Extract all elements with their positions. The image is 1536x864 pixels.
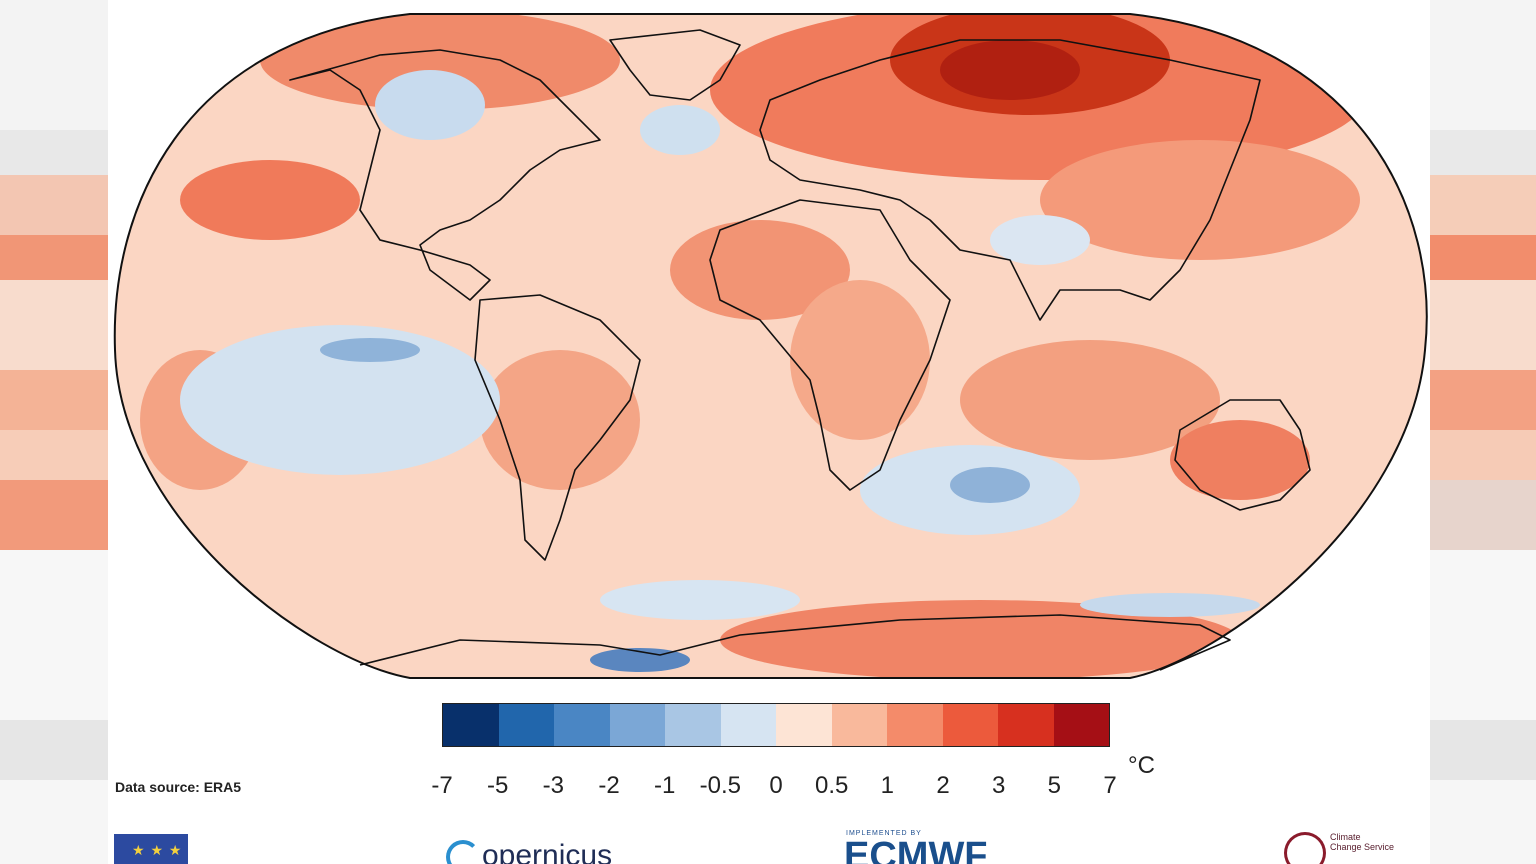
colorbar-tick: 1 xyxy=(880,772,895,799)
colorbar-swatch xyxy=(942,704,998,746)
colorbar-swatch xyxy=(776,704,832,746)
colorbar-swatch xyxy=(554,704,610,746)
anomaly-indian-ocean xyxy=(960,340,1220,460)
left-blurred-margin xyxy=(0,0,108,864)
colorbar-tick: 3 xyxy=(991,772,1006,799)
anomaly-east-pacific-cold xyxy=(320,338,420,362)
colorbar-swatch xyxy=(498,704,554,746)
c3s-logo: Climate Change Service xyxy=(1284,824,1424,864)
copernicus-wordmark: opernicus xyxy=(482,838,613,864)
c3s-line1: Climate xyxy=(1330,832,1361,842)
coast-greenland xyxy=(609,29,741,101)
right-blurred-margin xyxy=(1430,0,1536,864)
colorbar-tick: -3 xyxy=(542,772,564,799)
colorbar-tick: -5 xyxy=(486,772,509,799)
colorbar-swatch xyxy=(998,704,1054,746)
colorbar-swatch xyxy=(1053,704,1109,746)
anomaly-siberia-core xyxy=(940,40,1080,100)
colorbar-tick: 0 xyxy=(769,772,783,799)
anomaly-canadian-arctic xyxy=(260,14,620,110)
colorbar-swatch xyxy=(443,704,499,746)
copernicus-ring-icon xyxy=(446,840,480,864)
coast-africa xyxy=(709,199,951,491)
ecmwf-logo: IMPLEMENTED BY ECMWF xyxy=(844,824,1054,864)
anomaly-east-pacific-cool xyxy=(180,325,500,475)
c3s-mark-icon xyxy=(1284,832,1326,864)
eu-flag-icon xyxy=(114,834,188,864)
anomaly-antarctica-east xyxy=(720,600,1240,678)
anomaly-north-pacific xyxy=(180,160,360,240)
coast-australia xyxy=(1174,399,1311,511)
colorbar-swatch xyxy=(831,704,887,746)
coast-south-america xyxy=(474,294,641,561)
c3s-line2: Change Service xyxy=(1330,842,1395,852)
anomaly-hudson-cool xyxy=(375,70,485,140)
ecmwf-implemented-by: IMPLEMENTED BY xyxy=(846,830,922,837)
ecmwf-wordmark: ECMWF xyxy=(844,835,988,864)
colorbar-swatch xyxy=(609,704,665,746)
anomaly-world-map xyxy=(113,13,1428,679)
anomaly-south-america xyxy=(480,350,640,490)
eu-stars-icon: ★ ★ ★ xyxy=(132,842,183,858)
colorbar-tick: -2 xyxy=(598,772,620,799)
anomaly-south-indian-cold xyxy=(950,467,1030,503)
anomaly-north-atlantic-cool xyxy=(640,105,720,155)
colorbar-tick: 7 xyxy=(1103,772,1117,799)
anomaly-southern-ocean-cool xyxy=(1080,593,1260,617)
logo-strip: ★ ★ ★ opernicus IMPLEMENTED BY ECMWF Cli… xyxy=(108,820,1430,864)
eu-logo: ★ ★ ★ xyxy=(114,830,204,864)
coast-north-america xyxy=(289,49,601,301)
anomaly-australia xyxy=(1170,420,1310,500)
colorbar-tick: 2 xyxy=(936,772,950,799)
data-source-label: Data source: ERA5 xyxy=(115,779,242,795)
colorbar-tick: 5 xyxy=(1047,772,1062,799)
colorbar-tick-labels: -7 -5 -3 -2 -1 -0.5 0 0.5 1 2 3 5 7 xyxy=(431,772,1116,802)
colorbar-unit: °C xyxy=(1128,752,1155,779)
anomaly-east-asia xyxy=(1040,140,1360,260)
colorbar-tick: -0.5 xyxy=(699,772,742,799)
anomaly-central-asia-cool xyxy=(990,215,1090,265)
map-boundary xyxy=(113,13,1428,679)
colorbar-swatch xyxy=(720,704,776,746)
copernicus-logo: opernicus xyxy=(446,839,612,864)
c3s-wordmark: Climate Change Service xyxy=(1330,832,1394,852)
colorbar-tick: -1 xyxy=(653,772,676,799)
colorbar-swatch xyxy=(887,704,943,746)
colorbar-tick: -7 xyxy=(431,772,453,799)
colorbar-tick: 0.5 xyxy=(814,772,849,799)
anomaly-south-atlantic-cool xyxy=(600,580,800,620)
anomaly-africa xyxy=(790,280,930,440)
coast-eurasia xyxy=(759,39,1261,321)
colorbar xyxy=(442,703,1110,747)
colorbar-swatch xyxy=(665,704,721,746)
coast-antarctica xyxy=(359,614,1231,671)
